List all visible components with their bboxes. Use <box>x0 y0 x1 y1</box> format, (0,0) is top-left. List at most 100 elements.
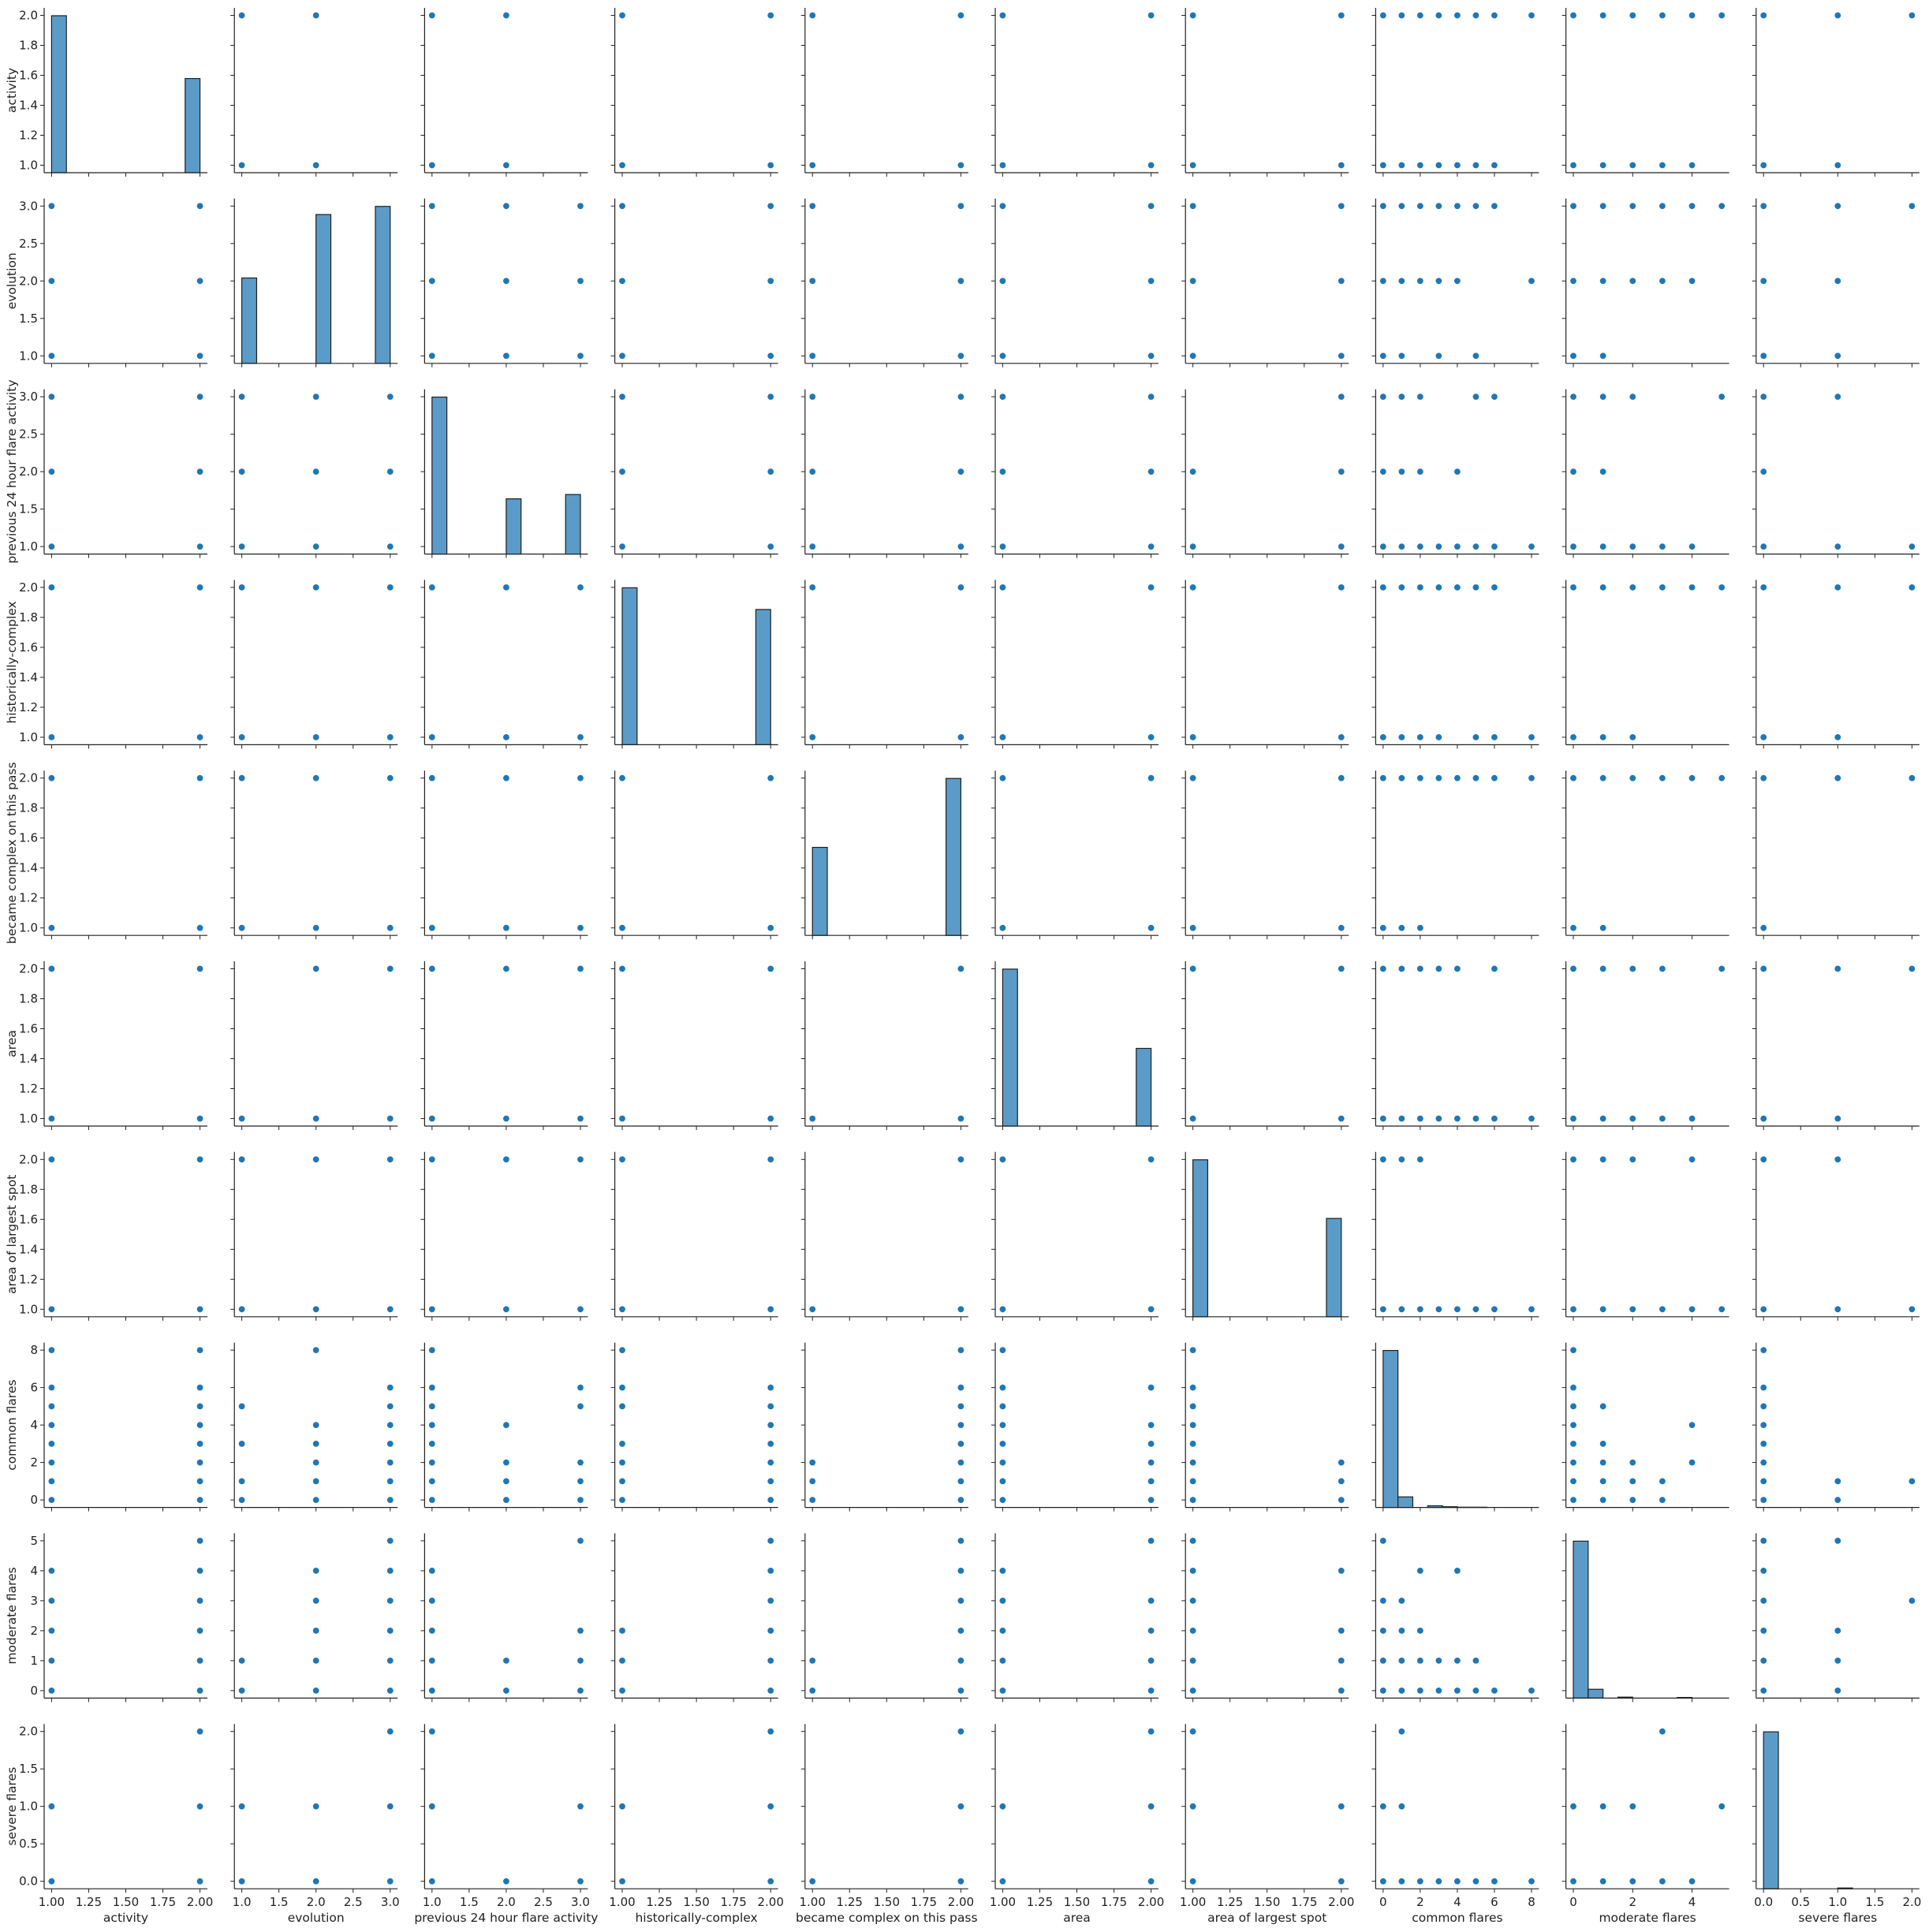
hist-bar-moderate-flares-1 <box>1588 1688 1604 1699</box>
point-cell-evolution-vs-previous-24-hour-flare-activity-6 <box>576 352 584 360</box>
point-cell-became-complex-on-this-pass-vs-common-flares-7 <box>1453 774 1461 782</box>
point-cell-activity-vs-common-flares-8 <box>1397 12 1405 19</box>
point-cell-became-complex-on-this-pass-vs-previous-24-hour-flare-activity-5 <box>576 774 584 782</box>
point-cell-common-flares-vs-became-complex-on-this-pass-5 <box>957 1459 965 1467</box>
point-cell-common-flares-vs-evolution-13 <box>386 1440 394 1448</box>
hist-bar-historically-complex-0 <box>621 587 638 745</box>
y-tick-label: 1.0 <box>19 1302 38 1316</box>
point-cell-evolution-vs-area-of-largest-spot-2 <box>1189 202 1197 210</box>
point-cell-historically-complex-vs-common-flares-10 <box>1435 584 1442 591</box>
y-tick-label: 0.5 <box>19 1837 38 1851</box>
point-cell-severe-flares-vs-moderate-flares-0 <box>1569 1878 1577 1885</box>
point-cell-evolution-vs-severe-flares-3 <box>1834 277 1841 285</box>
point-cell-common-flares-vs-activity-9 <box>196 1477 204 1485</box>
point-cell-previous-24-hour-flare-activity-vs-evolution-3 <box>312 543 320 550</box>
point-cell-evolution-vs-previous-24-hour-flare-activity-7 <box>576 277 584 285</box>
point-cell-common-flares-vs-area-6 <box>998 1384 1006 1392</box>
point-cell-moderate-flares-vs-activity-6 <box>196 1657 204 1665</box>
point-cell-evolution-vs-area-of-largest-spot-5 <box>1338 202 1345 210</box>
y-tick-label: 3.0 <box>19 390 38 404</box>
point-cell-area-of-largest-spot-vs-moderate-flares-2 <box>1629 1305 1636 1313</box>
point-cell-historically-complex-vs-common-flares-1 <box>1397 733 1405 741</box>
point-cell-previous-24-hour-flare-activity-vs-severe-flares-1 <box>1834 543 1841 550</box>
point-cell-area-vs-moderate-flares-9 <box>1718 965 1726 973</box>
point-cell-evolution-vs-common-flares-9 <box>1528 277 1535 285</box>
point-cell-common-flares-vs-activity-0 <box>47 1496 55 1504</box>
x-tick-label: 1.50 <box>683 1895 709 1909</box>
point-cell-common-flares-vs-historically-complex-12 <box>767 1402 774 1410</box>
point-cell-activity-vs-previous-24-hour-flare-activity-3 <box>502 162 510 170</box>
point-cell-previous-24-hour-flare-activity-vs-historically-complex-4 <box>767 468 774 476</box>
point-cell-moderate-flares-vs-evolution-5 <box>312 1597 320 1605</box>
point-cell-moderate-flares-vs-historically-complex-1 <box>618 1657 626 1665</box>
point-cell-historically-complex-vs-severe-flares-1 <box>1834 733 1841 741</box>
point-cell-evolution-vs-moderate-flares-10 <box>1658 202 1666 210</box>
point-cell-common-flares-vs-historically-complex-2 <box>618 1459 626 1467</box>
x-axis-label-became-complex-on-this-pass: became complex on this pass <box>796 1911 978 1925</box>
hist-bar-previous-24-hour-flare-activity-0 <box>431 396 448 555</box>
point-cell-common-flares-vs-area-of-largest-spot-1 <box>1189 1477 1197 1485</box>
hist-bar-historically-complex-1 <box>755 609 771 745</box>
point-cell-activity-vs-moderate-flares-2 <box>1629 162 1636 170</box>
point-cell-common-flares-vs-previous-24-hour-flare-activity-3 <box>428 1440 436 1448</box>
point-cell-moderate-flares-vs-common-flares-17 <box>1453 1567 1461 1575</box>
point-cell-historically-complex-vs-previous-24-hour-flare-activity-4 <box>576 733 584 741</box>
point-cell-severe-flares-vs-moderate-flares-7 <box>1658 1728 1666 1736</box>
point-cell-common-flares-vs-moderate-flares-3 <box>1569 1440 1577 1448</box>
point-cell-historically-complex-vs-activity-3 <box>196 584 204 591</box>
point-cell-common-flares-vs-previous-24-hour-flare-activity-9 <box>502 1477 510 1485</box>
point-cell-became-complex-on-this-pass-vs-evolution-0 <box>238 924 246 932</box>
point-cell-evolution-vs-previous-24-hour-flare-activity-3 <box>502 352 510 360</box>
point-cell-historically-complex-vs-area-of-largest-spot-2 <box>1338 733 1345 741</box>
point-cell-common-flares-vs-area-of-largest-spot-5 <box>1189 1402 1197 1410</box>
point-cell-moderate-flares-vs-area-4 <box>998 1567 1006 1575</box>
point-cell-area-vs-common-flares-13 <box>1491 965 1498 973</box>
point-cell-moderate-flares-vs-previous-24-hour-flare-activity-8 <box>576 1657 584 1665</box>
point-cell-activity-vs-severe-flares-2 <box>1759 12 1767 19</box>
point-cell-severe-flares-vs-moderate-flares-6 <box>1658 1878 1666 1885</box>
point-cell-previous-24-hour-flare-activity-vs-common-flares-14 <box>1416 393 1424 401</box>
point-cell-common-flares-vs-severe-flares-10 <box>1908 1477 1916 1485</box>
point-cell-moderate-flares-vs-area-of-largest-spot-3 <box>1189 1597 1197 1605</box>
point-cell-became-complex-on-this-pass-vs-moderate-flares-0 <box>1569 924 1577 932</box>
point-cell-previous-24-hour-flare-activity-vs-common-flares-2 <box>1416 543 1424 550</box>
point-cell-previous-24-hour-flare-activity-vs-moderate-flares-0 <box>1569 543 1577 550</box>
point-cell-common-flares-vs-evolution-4 <box>312 1496 320 1504</box>
y-tick-label: 2 <box>30 1456 38 1470</box>
y-tick-label: 1.2 <box>19 1272 38 1286</box>
point-cell-historically-complex-vs-common-flares-13 <box>1491 584 1498 591</box>
point-cell-area-of-largest-spot-vs-severe-flares-4 <box>1834 1155 1841 1163</box>
x-tick-label: 1.50 <box>1064 1895 1090 1909</box>
point-cell-evolution-vs-common-flares-8 <box>1453 277 1461 285</box>
point-cell-severe-flares-vs-common-flares-3 <box>1397 1803 1405 1811</box>
point-cell-became-complex-on-this-pass-vs-previous-24-hour-flare-activity-3 <box>502 774 510 782</box>
point-cell-evolution-vs-area-0 <box>998 352 1006 360</box>
point-cell-became-complex-on-this-pass-vs-area-0 <box>998 924 1006 932</box>
point-cell-severe-flares-vs-previous-24-hour-flare-activity-5 <box>576 1803 584 1811</box>
point-cell-area-vs-previous-24-hour-flare-activity-4 <box>576 1115 584 1123</box>
y-tick-label: 1.6 <box>19 69 38 83</box>
point-cell-common-flares-vs-area-of-largest-spot-2 <box>1189 1459 1197 1467</box>
point-cell-area-vs-moderate-flares-6 <box>1599 965 1607 973</box>
point-cell-severe-flares-vs-evolution-2 <box>312 1878 320 1885</box>
point-cell-historically-complex-vs-moderate-flares-2 <box>1629 733 1636 741</box>
point-cell-activity-vs-became-complex-on-this-pass-0 <box>808 162 816 170</box>
point-cell-common-flares-vs-evolution-2 <box>238 1440 246 1448</box>
point-cell-area-of-largest-spot-vs-moderate-flares-8 <box>1629 1155 1636 1163</box>
hist-bar-activity-0 <box>50 15 67 173</box>
point-cell-evolution-vs-previous-24-hour-flare-activity-1 <box>428 277 436 285</box>
point-cell-became-complex-on-this-pass-vs-evolution-2 <box>312 924 320 932</box>
point-cell-area-of-largest-spot-vs-historically-complex-2 <box>767 1305 774 1313</box>
point-cell-severe-flares-vs-historically-complex-4 <box>767 1728 774 1736</box>
point-cell-area-vs-evolution-4 <box>386 965 394 973</box>
point-cell-area-vs-historically-complex-2 <box>767 1115 774 1123</box>
point-cell-moderate-flares-vs-common-flares-7 <box>1397 1627 1405 1635</box>
point-cell-evolution-vs-historically-complex-4 <box>767 277 774 285</box>
y-tick-label: 1.6 <box>19 831 38 845</box>
point-cell-area-vs-activity-1 <box>47 965 55 973</box>
point-cell-common-flares-vs-historically-complex-9 <box>767 1459 774 1467</box>
y-tick-label: 1.6 <box>19 1212 38 1226</box>
point-cell-evolution-vs-activity-1 <box>47 277 55 285</box>
point-cell-area-vs-common-flares-7 <box>1528 1115 1535 1123</box>
point-cell-common-flares-vs-moderate-flares-17 <box>1658 1477 1666 1485</box>
